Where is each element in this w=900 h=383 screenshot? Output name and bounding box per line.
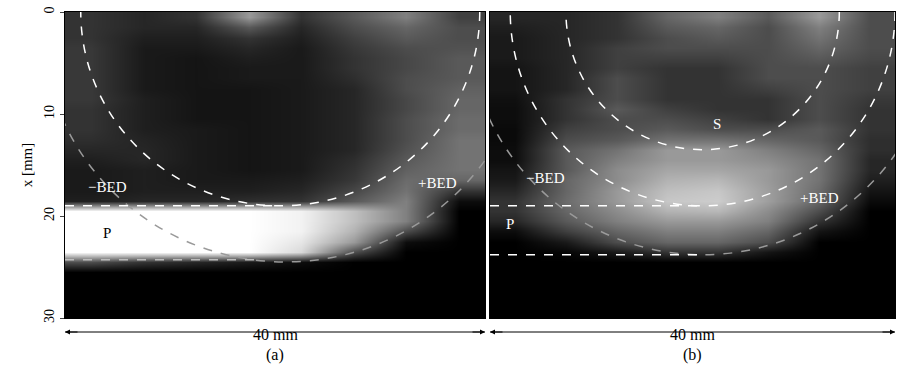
svg-text:P: P bbox=[103, 225, 111, 241]
svg-text:(a): (a) bbox=[266, 346, 284, 364]
svg-text:P: P bbox=[506, 216, 514, 232]
svg-text:40 mm: 40 mm bbox=[670, 326, 715, 343]
svg-text:+BED: +BED bbox=[418, 175, 457, 191]
svg-text:−BED: −BED bbox=[526, 170, 565, 186]
svg-text:10: 10 bbox=[42, 105, 57, 119]
svg-text:−BED: −BED bbox=[88, 179, 127, 195]
svg-text:(b): (b) bbox=[683, 346, 702, 364]
svg-text:0: 0 bbox=[42, 6, 57, 13]
svg-text:30: 30 bbox=[42, 309, 57, 323]
svg-text:x [mm]: x [mm] bbox=[19, 143, 35, 188]
svg-text:40 mm: 40 mm bbox=[253, 326, 298, 343]
svg-text:+BED: +BED bbox=[800, 190, 839, 206]
svg-text:S: S bbox=[713, 116, 721, 132]
svg-text:20: 20 bbox=[42, 207, 57, 221]
